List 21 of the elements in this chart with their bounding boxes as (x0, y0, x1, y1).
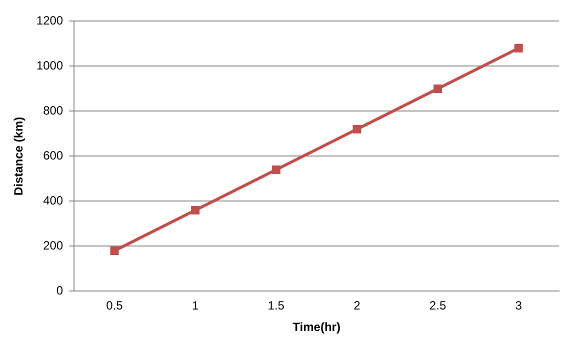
y-tick-label: 1200 (36, 14, 64, 28)
x-tick-label: 1 (192, 298, 199, 313)
y-tick-label: 200 (43, 238, 64, 253)
point (110, 246, 119, 255)
x-tick-label: 0.5 (106, 298, 124, 313)
y-tick-label: 600 (43, 148, 64, 163)
point (514, 44, 523, 52)
x-tick-label: 2 (354, 298, 361, 313)
x-axis-title: Time(hr) (292, 320, 340, 334)
point (352, 124, 362, 134)
point (434, 84, 442, 93)
x-tick-label: 3 (515, 298, 522, 313)
y-tick-label: 800 (43, 104, 64, 118)
x-tick-label: 2.5 (429, 298, 446, 313)
y-tick-label: 1000 (36, 58, 64, 73)
point (191, 206, 200, 214)
x-tick-label: 1.5 (268, 298, 285, 313)
y-tick-label: 0 (56, 284, 64, 298)
y-axis-title: Distance (km) (12, 116, 26, 196)
y-tick-label: 400 (43, 194, 64, 208)
point (272, 165, 280, 174)
